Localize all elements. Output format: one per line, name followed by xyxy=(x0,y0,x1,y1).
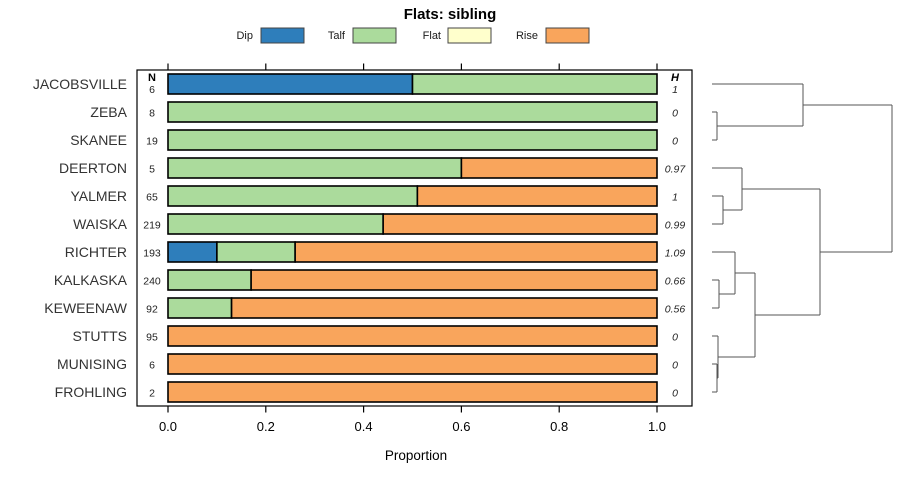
bar-segment-talf xyxy=(167,297,233,319)
bar-segment-talf xyxy=(167,101,658,123)
h-value: 1 xyxy=(672,192,678,204)
n-value: 65 xyxy=(146,192,158,204)
x-axis: 0.0 0.2 0.4 0.6 0.8 1.0 xyxy=(159,63,666,434)
n-column-header: N xyxy=(148,72,156,84)
legend-swatch-dip-icon xyxy=(260,27,305,44)
bar-segment-rise xyxy=(460,157,658,179)
n-value: 2 xyxy=(149,388,155,400)
bar-segment-dip xyxy=(167,73,414,95)
h-value: 0 xyxy=(672,136,678,148)
bar-segment-talf xyxy=(167,185,419,207)
bars xyxy=(167,73,658,403)
h-value: 0.56 xyxy=(665,304,686,316)
n-value: 5 xyxy=(149,164,155,176)
bar-segment-talf xyxy=(411,73,658,95)
h-value: 0.99 xyxy=(665,220,686,232)
row-label: YALMER xyxy=(70,188,127,204)
n-value: 6 xyxy=(149,84,155,96)
row-label: STUTTS xyxy=(73,328,127,344)
legend-swatch-talf-icon xyxy=(352,27,397,44)
n-value: 19 xyxy=(146,136,158,148)
x-tick-label: 0.8 xyxy=(550,419,568,434)
legend-swatch-rise-icon xyxy=(545,27,590,44)
bar-segment-talf xyxy=(216,241,296,263)
n-value: 240 xyxy=(143,276,161,288)
bar-segment-rise xyxy=(382,213,658,235)
legend-label-rise: Rise xyxy=(516,30,538,42)
legend-swatch-flat-icon xyxy=(447,27,492,44)
plot-box xyxy=(136,69,693,407)
bar-segment-rise xyxy=(167,325,658,347)
h-value: 0 xyxy=(672,360,678,372)
bar-segment-rise xyxy=(294,241,658,263)
h-value: 1 xyxy=(672,84,678,96)
h-column-header: H xyxy=(671,72,680,84)
x-axis-title: Proportion xyxy=(385,448,447,463)
n-value: 92 xyxy=(146,304,158,316)
legend-label-talf: Talf xyxy=(328,30,346,42)
h-value: 0 xyxy=(672,388,678,400)
bar-segment-dip xyxy=(167,241,218,263)
row-label: JACOBSVILLE xyxy=(33,76,127,92)
x-tick-label: 0.2 xyxy=(257,419,275,434)
row-label: KEWEENAW xyxy=(44,300,127,316)
row-label: ZEBA xyxy=(90,104,127,120)
x-tick-label: 1.0 xyxy=(648,419,666,434)
bar-segment-talf xyxy=(167,129,658,151)
legend-label-dip: Dip xyxy=(236,30,253,42)
h-value: 0.66 xyxy=(665,276,686,288)
bar-segment-talf xyxy=(167,157,463,179)
row-label: DEERTON xyxy=(59,160,127,176)
row-label: RICHTER xyxy=(65,244,127,260)
n-value: 6 xyxy=(149,360,155,372)
legend: Dip Talf Flat Rise xyxy=(236,27,590,44)
row-label: SKANEE xyxy=(70,132,127,148)
x-tick-label: 0.6 xyxy=(452,419,470,434)
n-value: 219 xyxy=(143,220,161,232)
x-tick-label: 0.0 xyxy=(159,419,177,434)
legend-label-flat: Flat xyxy=(423,30,441,42)
n-value: 193 xyxy=(143,248,161,260)
h-value: 1.09 xyxy=(665,248,686,260)
n-value: 95 xyxy=(146,332,158,344)
n-value: 8 xyxy=(149,108,155,120)
row-label: WAISKA xyxy=(73,216,128,232)
x-tick-label: 0.4 xyxy=(355,419,373,434)
row-labels: JACOBSVILLE ZEBA SKANEE DEERTON YALMER WAISKA… xyxy=(33,76,128,400)
row-label: MUNISING xyxy=(57,356,127,372)
h-value: 0 xyxy=(672,332,678,344)
bar-segment-rise xyxy=(416,185,658,207)
dendrogram xyxy=(712,83,893,393)
h-value: 0 xyxy=(672,108,678,120)
row-label: FROHLING xyxy=(55,384,127,400)
bar-segment-rise xyxy=(230,297,658,319)
chart-title: Flats: sibling xyxy=(404,6,497,23)
bar-segment-talf xyxy=(167,269,252,291)
bar-segment-rise xyxy=(250,269,658,291)
n-h-values: 6 1 8 0 19 0 5 0.97 65 1 219 0.99 193 1.09 240 0.66 92 0.… xyxy=(143,84,686,400)
h-value: 0.97 xyxy=(665,164,687,176)
bar-segment-rise xyxy=(167,381,658,403)
bar-segment-rise xyxy=(167,353,658,375)
bar-segment-talf xyxy=(167,213,384,235)
row-label: KALKASKA xyxy=(54,272,128,288)
